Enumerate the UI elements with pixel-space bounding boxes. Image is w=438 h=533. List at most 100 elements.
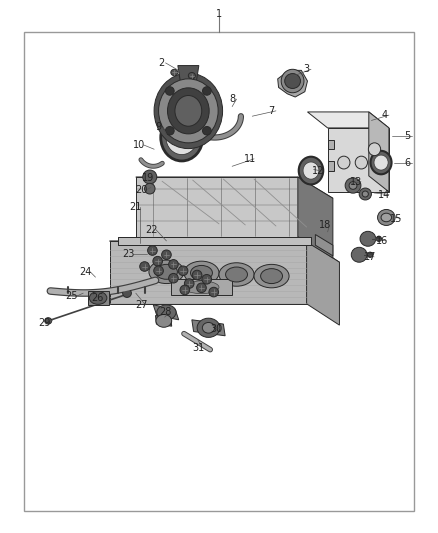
Ellipse shape — [178, 266, 188, 276]
Ellipse shape — [281, 69, 304, 93]
Text: 19: 19 — [142, 173, 154, 183]
Polygon shape — [278, 70, 307, 97]
Ellipse shape — [180, 285, 190, 295]
Text: 4: 4 — [381, 110, 388, 120]
Polygon shape — [136, 177, 333, 198]
Ellipse shape — [184, 281, 219, 294]
Ellipse shape — [371, 151, 392, 174]
Polygon shape — [155, 316, 172, 326]
Text: 11: 11 — [244, 154, 256, 164]
Ellipse shape — [254, 264, 289, 288]
Polygon shape — [118, 237, 311, 245]
Ellipse shape — [285, 74, 300, 88]
Ellipse shape — [349, 182, 357, 189]
Ellipse shape — [179, 81, 186, 87]
Text: 12: 12 — [312, 166, 324, 176]
Ellipse shape — [169, 260, 178, 269]
Text: 10: 10 — [133, 140, 145, 150]
Polygon shape — [153, 305, 179, 320]
Ellipse shape — [156, 314, 172, 327]
Ellipse shape — [149, 260, 184, 284]
Polygon shape — [136, 177, 298, 237]
Ellipse shape — [148, 246, 157, 255]
Ellipse shape — [192, 270, 202, 280]
Ellipse shape — [374, 155, 388, 170]
Text: 27: 27 — [135, 300, 147, 310]
Polygon shape — [307, 112, 389, 128]
Ellipse shape — [367, 252, 373, 257]
Polygon shape — [110, 241, 307, 304]
Ellipse shape — [197, 283, 206, 293]
Ellipse shape — [355, 156, 367, 169]
Text: 9: 9 — [155, 122, 162, 132]
Polygon shape — [192, 320, 225, 336]
Ellipse shape — [202, 274, 212, 284]
Ellipse shape — [143, 170, 157, 184]
Ellipse shape — [219, 263, 254, 286]
Ellipse shape — [226, 267, 247, 282]
Ellipse shape — [145, 183, 155, 194]
Ellipse shape — [123, 289, 131, 297]
Ellipse shape — [167, 88, 209, 134]
Ellipse shape — [188, 72, 195, 79]
Text: 3: 3 — [304, 64, 310, 74]
Text: 29: 29 — [39, 318, 51, 328]
Text: 14: 14 — [378, 190, 391, 199]
Ellipse shape — [159, 79, 218, 143]
Ellipse shape — [359, 188, 371, 200]
Polygon shape — [315, 235, 333, 256]
Text: 31: 31 — [192, 343, 204, 352]
Ellipse shape — [154, 73, 223, 149]
Ellipse shape — [89, 292, 107, 304]
Text: 20: 20 — [136, 185, 148, 195]
Text: 13: 13 — [350, 177, 363, 187]
Ellipse shape — [197, 318, 220, 337]
Text: 15: 15 — [390, 214, 402, 223]
Ellipse shape — [209, 287, 219, 297]
Polygon shape — [88, 291, 109, 305]
Text: 22: 22 — [145, 225, 158, 235]
Ellipse shape — [157, 305, 176, 320]
Text: 17: 17 — [364, 252, 376, 262]
Ellipse shape — [161, 114, 203, 161]
Ellipse shape — [362, 191, 368, 197]
Ellipse shape — [338, 156, 350, 169]
Ellipse shape — [261, 269, 283, 284]
Ellipse shape — [299, 157, 323, 184]
Text: 8: 8 — [229, 94, 235, 104]
Text: 5: 5 — [404, 131, 410, 141]
Polygon shape — [328, 128, 389, 192]
Ellipse shape — [202, 87, 211, 95]
Ellipse shape — [153, 256, 162, 266]
Polygon shape — [178, 66, 199, 82]
Ellipse shape — [184, 279, 194, 288]
Ellipse shape — [368, 143, 381, 156]
Polygon shape — [328, 140, 334, 149]
Ellipse shape — [140, 262, 149, 271]
Polygon shape — [328, 161, 334, 171]
Bar — [24, 32, 414, 511]
Text: 2: 2 — [158, 58, 164, 68]
Ellipse shape — [360, 231, 376, 246]
Ellipse shape — [162, 250, 171, 260]
Ellipse shape — [166, 87, 174, 95]
Ellipse shape — [345, 178, 361, 193]
Text: 23: 23 — [123, 249, 135, 259]
Ellipse shape — [184, 261, 219, 285]
Text: 28: 28 — [159, 307, 172, 317]
Text: 25: 25 — [66, 292, 78, 301]
Ellipse shape — [381, 213, 392, 222]
Ellipse shape — [202, 126, 211, 135]
Ellipse shape — [376, 236, 381, 241]
Text: 6: 6 — [404, 158, 410, 167]
Polygon shape — [171, 279, 232, 295]
Ellipse shape — [166, 126, 174, 135]
Ellipse shape — [155, 264, 177, 279]
Text: 7: 7 — [268, 106, 275, 116]
Ellipse shape — [166, 120, 198, 155]
Ellipse shape — [45, 318, 52, 324]
Polygon shape — [369, 112, 389, 192]
Ellipse shape — [202, 322, 215, 333]
Text: 24: 24 — [80, 267, 92, 277]
Ellipse shape — [171, 69, 178, 76]
